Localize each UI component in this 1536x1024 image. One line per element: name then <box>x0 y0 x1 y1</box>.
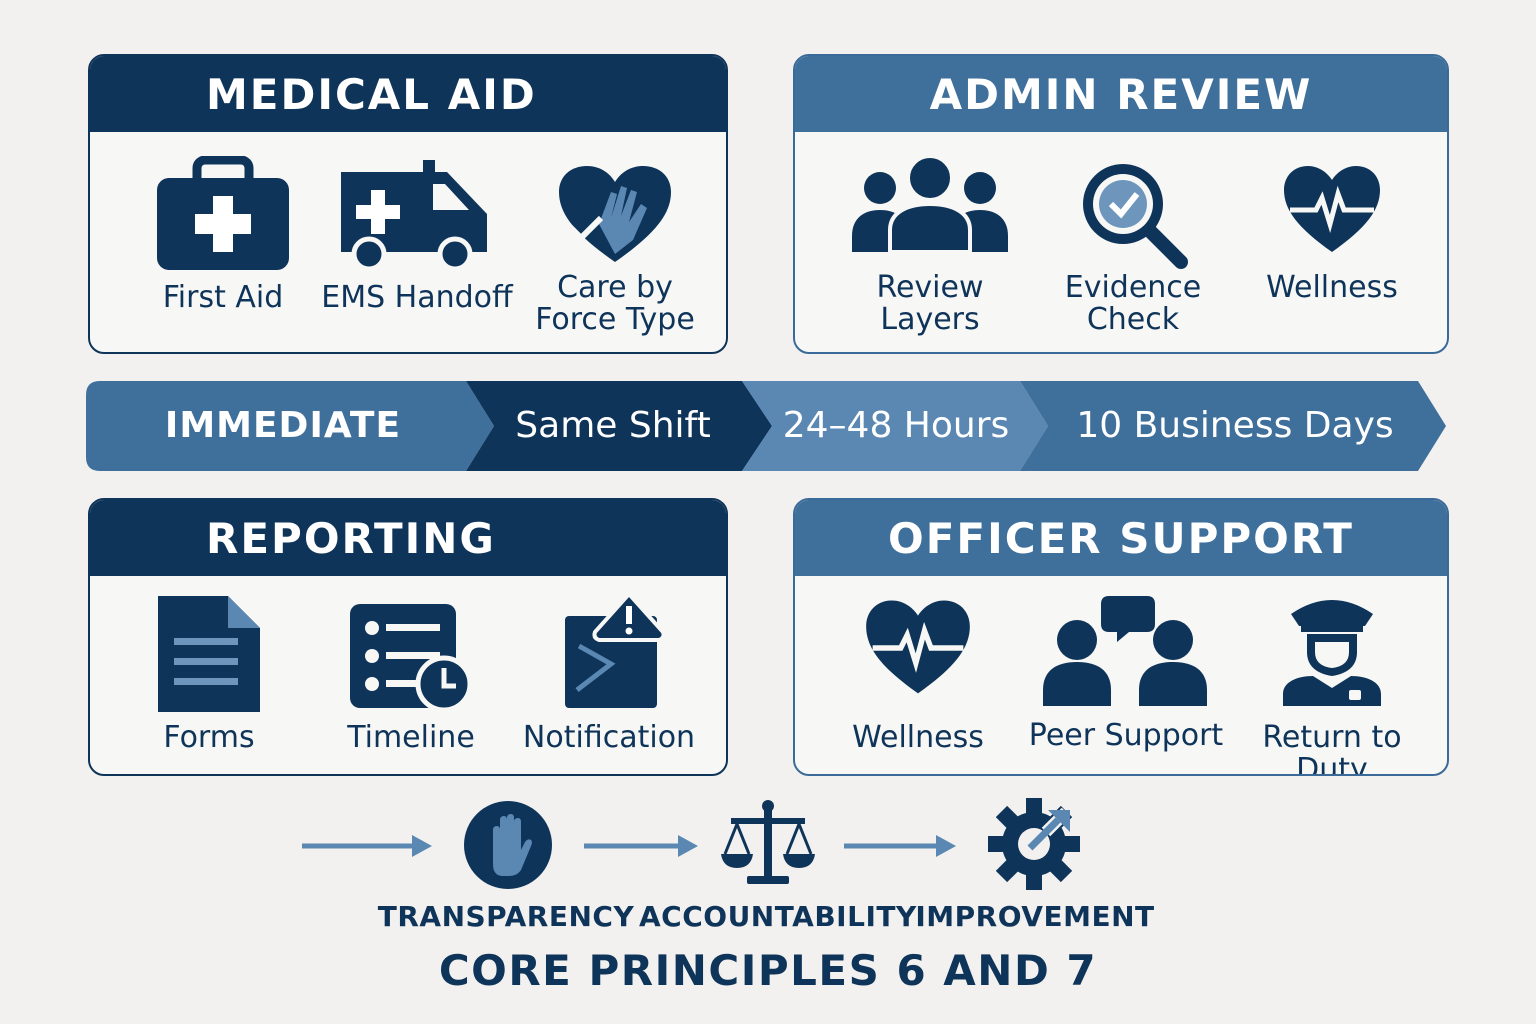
item-peer-support: Peer Support <box>1021 576 1231 752</box>
item-notification: Notification <box>504 576 714 754</box>
panel-title: MEDICAL AID <box>90 56 726 132</box>
core-principles: TRANSPARENCY ACCOUNTABILITY IMPROVEMENT <box>0 790 1536 933</box>
panel-medical-aid: MEDICAL AID First Aid EMS Handoff <box>88 54 728 354</box>
item-label: Forms <box>163 720 255 755</box>
item-label: Wellness <box>1266 270 1398 305</box>
timeline-bar <box>86 381 1446 471</box>
item-label: Timeline <box>347 720 475 755</box>
checklist-clock-icon <box>350 604 473 712</box>
item-label: Care by Force Type <box>535 270 695 337</box>
item-forms: Forms <box>104 576 314 754</box>
item-timeline: Timeline <box>306 576 516 754</box>
timeline-step-24-48-hours: 24–48 Hours <box>782 405 1010 446</box>
item-care-by-force-type: Care by Force Type <box>510 132 720 336</box>
timeline-step-same-shift: Same Shift <box>515 405 711 446</box>
item-label: Wellness <box>852 720 984 755</box>
police-officer-icon <box>1283 600 1381 706</box>
item-label: Evidence Check <box>1064 270 1202 337</box>
panel-title: REPORTING <box>90 500 726 576</box>
item-label: Notification <box>522 720 696 755</box>
principle-accountability: ACCOUNTABILITY <box>639 900 917 933</box>
scales-icon <box>721 800 815 884</box>
principle-transparency: TRANSPARENCY <box>377 900 635 933</box>
item-wellness: Wellness <box>813 576 1023 754</box>
item-wellness: Wellness <box>1227 132 1437 304</box>
item-evidence-check: Evidence Check <box>1028 132 1238 336</box>
timeline-step-immediate: IMMEDIATE <box>164 405 402 446</box>
panel-title: ADMIN REVIEW <box>795 56 1447 132</box>
principle-improvement: IMPROVEMENT <box>915 900 1155 933</box>
ambulance-icon <box>341 160 487 270</box>
item-label: Peer Support <box>1028 718 1224 753</box>
arrow-connector <box>302 835 956 857</box>
item-label: EMS Handoff <box>321 280 513 315</box>
panel-officer-support: OFFICER SUPPORT Wellness Peer Support <box>793 498 1449 776</box>
core-principles-title: CORE PRINCIPLES 6 AND 7 <box>438 946 1098 995</box>
heart-pulse-icon <box>866 600 970 694</box>
gear-arrow-icon <box>988 798 1080 890</box>
panel-admin-review: ADMIN REVIEW Review Layers Evidence Chec… <box>793 54 1449 354</box>
people-group-icon <box>852 154 1008 254</box>
item-label: Return to Duty <box>1227 722 1437 774</box>
panel-reporting: REPORTING Forms <box>88 498 728 776</box>
raised-hand-icon <box>464 801 552 889</box>
item-ems-handoff: EMS Handoff <box>312 132 522 314</box>
item-review-layers: Review Layers <box>825 132 1035 336</box>
item-label: Review Layers <box>876 270 984 337</box>
first-aid-kit-icon <box>157 156 289 270</box>
timeline-step-10-business-days: 10 Business Days <box>1076 405 1394 446</box>
item-first-aid: First Aid <box>118 132 328 314</box>
peer-chat-icon <box>1043 596 1207 706</box>
item-label: First Aid <box>162 280 284 315</box>
magnifier-check-icon <box>1083 164 1188 269</box>
envelope-alert-icon <box>565 592 666 708</box>
heart-pulse-icon <box>1284 166 1380 252</box>
item-return-to-duty: Return to Duty <box>1227 576 1437 774</box>
document-icon <box>158 596 260 712</box>
panel-title: OFFICER SUPPORT <box>795 500 1447 576</box>
heart-hand-icon <box>559 166 671 262</box>
